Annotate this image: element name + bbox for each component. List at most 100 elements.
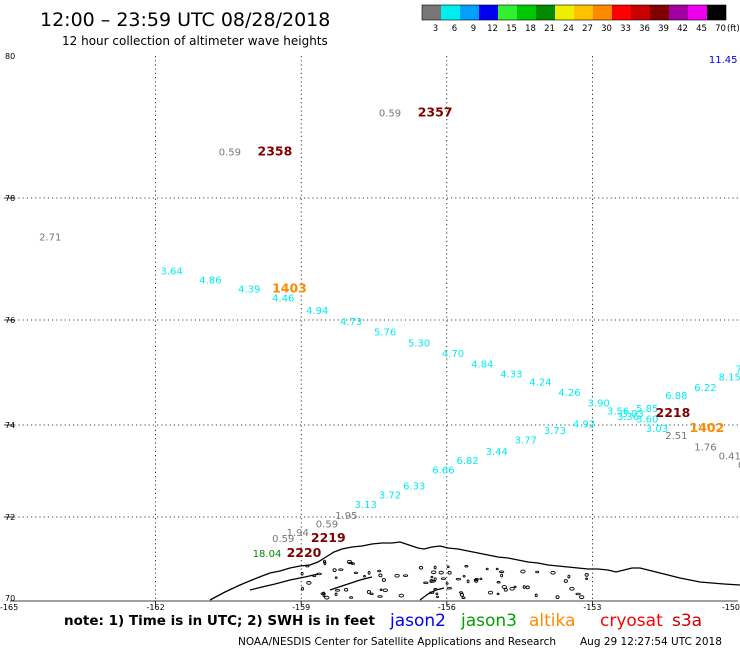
lake-mark xyxy=(509,586,515,591)
lake-mark xyxy=(324,595,330,600)
legend-label-45: 45 xyxy=(696,24,707,34)
lon-label-corner-left: -165 xyxy=(0,603,18,612)
lake-mark xyxy=(438,570,444,575)
lake-mark xyxy=(323,561,327,566)
wave-height-value: 0 xyxy=(738,461,740,472)
wave-height-value: 4.26 xyxy=(558,388,580,399)
latitude-labels: 80 78 76 74 72 70 xyxy=(5,52,15,603)
legend-label-39: 39 xyxy=(658,24,669,34)
lake-mark xyxy=(367,571,371,575)
lake-mark xyxy=(496,581,501,584)
wave-height-value: 3.77 xyxy=(515,435,537,446)
wave-height-value: 5.30 xyxy=(408,338,430,349)
lake-mark xyxy=(569,586,575,591)
wave-height-value: 8.15 xyxy=(719,372,740,383)
lake-mark xyxy=(485,567,489,571)
lake-mark xyxy=(378,573,383,578)
lake-mark xyxy=(435,592,439,595)
legend-label-24: 24 xyxy=(563,24,574,34)
map-title: 12:00 – 23:59 UTC 08/28/2018 xyxy=(40,9,330,31)
lake-mark xyxy=(332,568,337,572)
lake-mark xyxy=(555,595,560,599)
legend-swatch-6 xyxy=(441,5,460,20)
lake-mark xyxy=(300,571,304,576)
legend-label-6: 6 xyxy=(452,24,457,34)
legend-label-42: 42 xyxy=(677,24,688,34)
pass-time-label: 2357 xyxy=(418,104,453,119)
pass-time-label: 2219 xyxy=(311,530,346,545)
satellite-jason3: jason3 xyxy=(460,611,517,631)
lake-mark xyxy=(461,596,466,599)
lake-mark xyxy=(534,593,538,598)
lake-mark xyxy=(306,581,312,585)
lake-mark xyxy=(381,578,386,582)
lake-mark xyxy=(585,577,589,581)
wave-height-value: 7 xyxy=(736,365,740,376)
lake-mark xyxy=(474,579,479,583)
wave-height-value: 5.76 xyxy=(374,328,396,339)
lake-mark xyxy=(322,593,326,598)
lake-mark xyxy=(520,569,526,574)
wave-height-value: 3.13 xyxy=(355,500,377,511)
alaska-coastline xyxy=(209,541,740,601)
wave-height-value: 3.36 xyxy=(617,412,639,423)
lake-mark xyxy=(402,574,409,577)
legend-label-9: 9 xyxy=(471,24,476,34)
lon-label--159: -159 xyxy=(292,603,310,612)
wave-height-value: 0.41 xyxy=(719,452,740,463)
lake-mark xyxy=(322,591,326,596)
lake-mark xyxy=(379,588,383,592)
legend-swatch-33 xyxy=(612,5,631,20)
wave-height-value: 6.82 xyxy=(457,456,479,467)
wave-height-value: 0.59 xyxy=(272,534,294,545)
lake-mark xyxy=(464,565,469,568)
lake-mark xyxy=(338,568,344,571)
pass-time-label: 1403 xyxy=(272,281,307,296)
lake-mark xyxy=(522,585,526,589)
footer-timestamp: Aug 29 12:27:54 UTC 2018 xyxy=(580,636,722,648)
lake-mark xyxy=(487,590,494,595)
footer-credit: NOAA/NESDIS Center for Satellite Applica… xyxy=(238,636,556,648)
lake-mark xyxy=(440,577,447,580)
legend-label-33: 33 xyxy=(620,24,631,34)
lake-mark xyxy=(436,595,439,599)
lake-mark xyxy=(429,579,434,583)
wave-height-value: 4.46 xyxy=(272,294,294,305)
lake-mark xyxy=(563,579,568,583)
wave-height-value: 3.64 xyxy=(161,266,183,277)
legend-swatch-15 xyxy=(498,5,517,20)
lake-mark xyxy=(334,576,338,579)
lake-mark xyxy=(344,587,349,592)
wave-height-value: 4.70 xyxy=(442,349,464,360)
wave-height-value: 4.24 xyxy=(529,378,551,389)
lake-mark xyxy=(575,592,581,596)
wave-height-value: 1.94 xyxy=(287,528,309,539)
lake-mark xyxy=(418,565,424,570)
lat-label-76: 76 xyxy=(5,316,15,325)
lake-mark xyxy=(503,587,508,592)
legend-label-18: 18 xyxy=(525,24,536,34)
lat-label-72: 72 xyxy=(5,513,15,522)
legend-label-30: 30 xyxy=(601,24,612,34)
legend-border xyxy=(421,4,727,21)
legend-label-27: 27 xyxy=(582,24,593,34)
wave-height-value: 4.84 xyxy=(471,359,493,370)
lake-mark xyxy=(398,593,404,598)
lake-mark xyxy=(394,573,400,578)
wave-height-value: 4.73 xyxy=(340,317,362,328)
legend-swatch-3 xyxy=(422,5,441,20)
wave-height-value: 2.71 xyxy=(39,233,61,244)
lake-mark xyxy=(334,589,341,592)
wave-height-value: 3.03 xyxy=(622,409,644,420)
lake-mark xyxy=(462,574,466,578)
lon-label--156: -156 xyxy=(438,603,456,612)
wave-height-value: 18.04 xyxy=(253,549,282,560)
legend-swatch-24 xyxy=(555,5,574,20)
legend-swatch-9 xyxy=(460,5,479,20)
color-legend: 3 6 9 12 15 18 21 24 27 30 33 36 39 42 45 70 (ft) xyxy=(421,4,740,34)
footer-note: note: 1) Time is in UTC; 2) SWH is in fe… xyxy=(64,613,375,629)
lake-mark xyxy=(349,596,354,599)
wave-height-value: 0.59 xyxy=(379,108,401,119)
lake-mark xyxy=(366,590,371,594)
